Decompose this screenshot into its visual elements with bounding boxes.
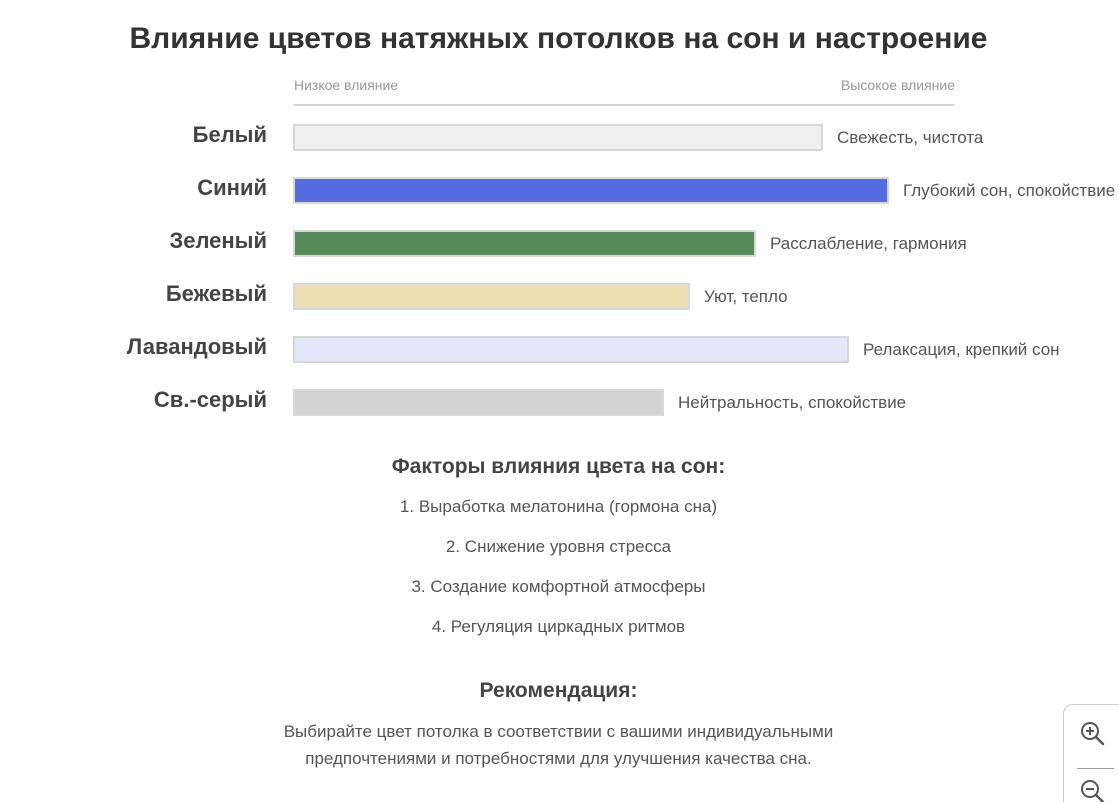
- axis-low-label: Низкое влияние: [294, 77, 399, 93]
- category-label: Св.-серый: [153, 387, 267, 412]
- bar: [293, 389, 664, 416]
- chart-title: Влияние цветов натяжных потолков на сон …: [129, 22, 988, 55]
- bar: [293, 230, 756, 257]
- bar: [293, 283, 690, 310]
- category-label: Лавандовый: [126, 334, 267, 359]
- impact-axis: Низкое влияние Высокое влияние: [293, 76, 955, 106]
- bar-row: Св.-серый Нейтральность, спокойствие: [0, 387, 1119, 417]
- bar-annotation: Расслабление, гармония: [770, 234, 967, 253]
- zoom-out-icon[interactable]: [1080, 779, 1106, 802]
- bar: [293, 336, 849, 363]
- recommendation-line: Выбирайте цвет потолка в соответствии с …: [283, 722, 834, 741]
- bar-annotation: Нейтральность, спокойствие: [678, 393, 907, 412]
- bar-row: Белый Свежесть, чистота: [0, 122, 1119, 152]
- factor-item: 3. Создание комфортной атмосферы: [411, 577, 706, 596]
- category-label: Зеленый: [169, 228, 267, 253]
- factor-item: 1. Выработка мелатонина (гормона сна): [399, 497, 718, 516]
- factor-item: 2. Снижение уровня стресса: [445, 537, 672, 556]
- zoom-divider: [1077, 768, 1114, 769]
- category-label: Бежевый: [165, 281, 267, 306]
- factors-heading: Факторы влияния цвета на сон:: [391, 455, 726, 478]
- recommendation-heading: Рекомендация:: [479, 679, 638, 702]
- bar: [293, 177, 889, 204]
- factor-item: 4. Регуляция циркадных ритмов: [431, 617, 686, 636]
- bar-row: Зеленый Расслабление, гармония: [0, 228, 1119, 258]
- bar: [293, 124, 823, 151]
- bar-annotation: Релаксация, крепкий сон: [863, 340, 1060, 359]
- zoom-in-icon[interactable]: [1080, 721, 1106, 747]
- bar-annotation: Уют, тепло: [704, 287, 788, 306]
- bar-row: Бежевый Уют, тепло: [0, 281, 1119, 311]
- bar-annotation: Свежесть, чистота: [837, 128, 984, 147]
- axis-high-label: Высокое влияние: [840, 77, 955, 93]
- zoom-controls: [1063, 704, 1119, 802]
- category-label: Белый: [192, 122, 267, 147]
- recommendation-line: предпочтениями и потребностями для улучш…: [305, 749, 812, 768]
- bar-row: Лавандовый Релаксация, крепкий сон: [0, 334, 1119, 364]
- category-label: Синий: [197, 175, 267, 200]
- bar-annotation: Глубокий сон, спокойствие: [903, 181, 1116, 200]
- bar-row: Синий Глубокий сон, спокойствие: [0, 175, 1119, 205]
